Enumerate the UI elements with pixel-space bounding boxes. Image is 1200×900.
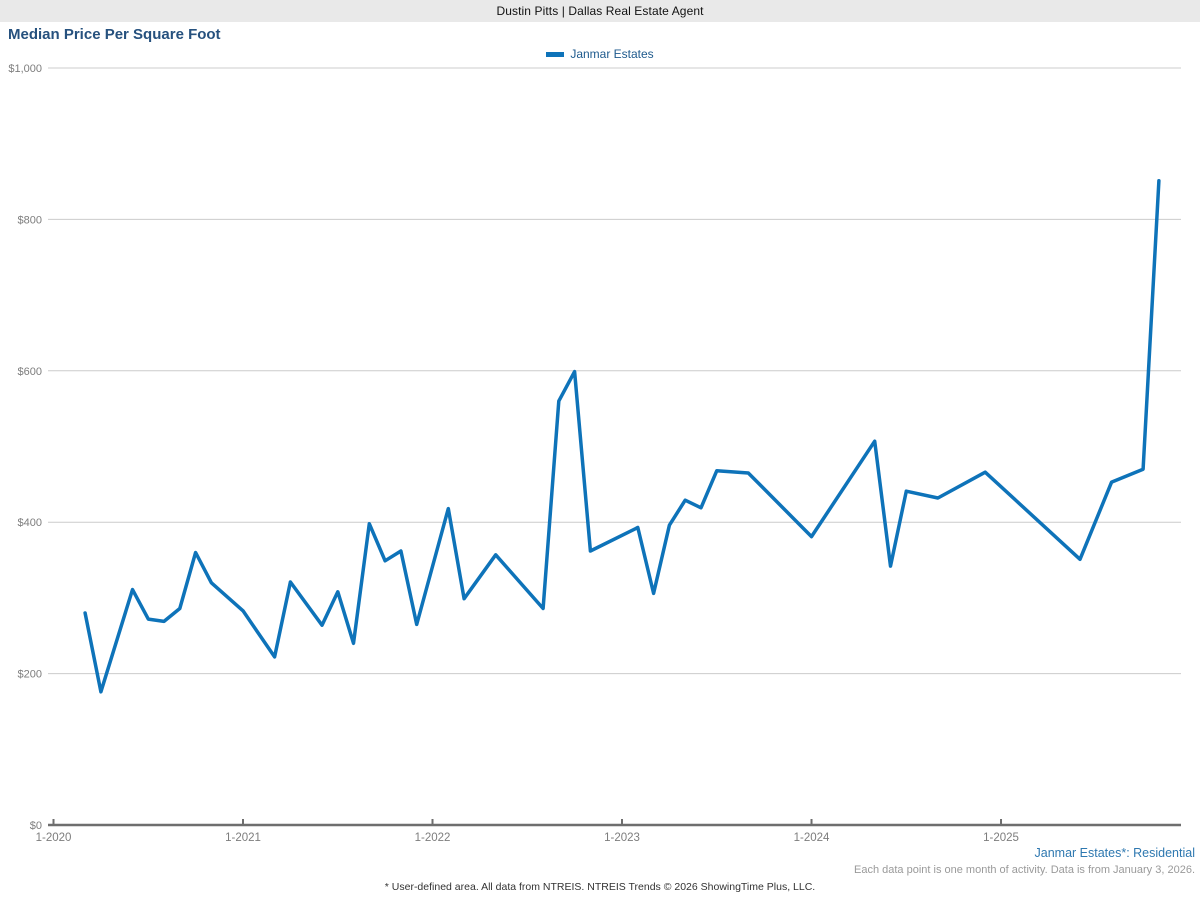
- x-tick-label: 1-2022: [415, 832, 451, 844]
- x-tick-label: 1-2025: [983, 832, 1019, 844]
- chart-legend: Janmar Estates: [0, 47, 1200, 61]
- x-tick-label: 1-2020: [36, 832, 72, 844]
- series-footnote: Janmar Estates*: Residential: [1034, 846, 1196, 860]
- x-tick-label: 1-2021: [225, 832, 261, 844]
- x-tick-label: 1-2024: [794, 832, 830, 844]
- x-tick-label: 1-2023: [604, 832, 640, 844]
- y-tick-label: $1,000: [8, 63, 42, 75]
- median-price-line: [83, 179, 1161, 694]
- legend-line-swatch: [546, 51, 565, 57]
- y-tick-label: $800: [18, 214, 42, 226]
- y-tick-label: $200: [18, 669, 42, 681]
- y-tick-label: $600: [18, 366, 42, 378]
- y-tick-label: $0: [30, 820, 42, 832]
- data-footnote: Each data point is one month of activity…: [854, 864, 1195, 876]
- header-title: Dustin Pitts | Dallas Real Estate Agent: [496, 4, 704, 18]
- disclaimer-footnote: * User-defined area. All data from NTREI…: [384, 881, 816, 893]
- page-title: Median Price Per Square Foot: [8, 26, 221, 43]
- y-tick-label: $400: [18, 517, 42, 529]
- legend-series-label: Janmar Estates: [570, 47, 654, 61]
- header-bar: Dustin Pitts | Dallas Real Estate Agent: [0, 0, 1200, 22]
